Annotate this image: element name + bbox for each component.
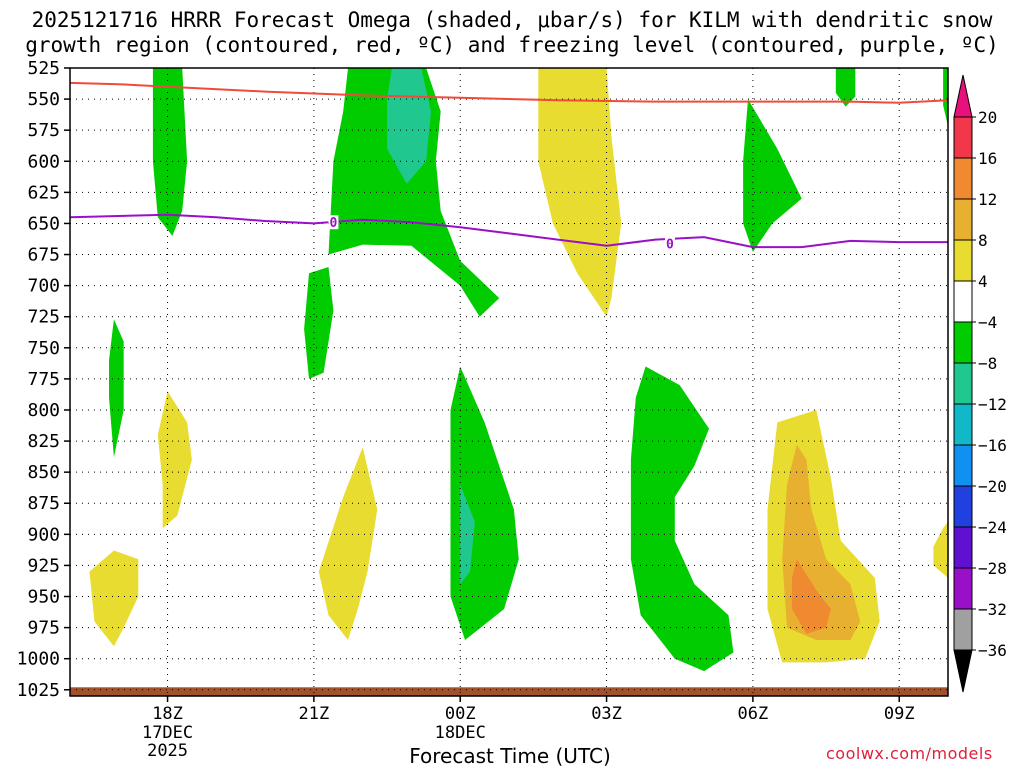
x-tick-label: 06Z <box>738 704 769 724</box>
x-tick-label: 00Z <box>445 704 476 724</box>
colorbar-swatch <box>953 239 973 282</box>
omega-region-18 <box>933 521 948 578</box>
x-tick-label: 21Z <box>299 704 330 724</box>
y-tick-label: 975 <box>27 618 60 639</box>
colorbar-swatch <box>953 526 973 569</box>
chart-title-line1: 2025121716 HRRR Forecast Omega (shaded, … <box>31 8 993 32</box>
y-tick-label: 950 <box>27 587 60 608</box>
omega-region-10 <box>943 68 948 127</box>
colorbar-label: 20 <box>978 108 997 127</box>
y-tick-label: 825 <box>27 431 60 452</box>
ground-strip <box>70 687 948 696</box>
colorbar-label: 8 <box>978 231 988 250</box>
omega-region-13 <box>89 550 139 647</box>
freezing-level-label: 0 <box>666 237 674 252</box>
y-tick-label: 750 <box>27 338 60 359</box>
chart-title-line2: growth region (contoured, red, ºC) and f… <box>25 33 999 57</box>
freezing-level-label-bg <box>328 215 339 230</box>
colorbar-swatch <box>953 485 973 528</box>
y-tick-label: 800 <box>27 400 60 421</box>
y-tick-label: 675 <box>27 245 60 266</box>
x-tick-label: 18Z <box>152 704 183 724</box>
colorbar-label: 12 <box>978 190 997 209</box>
colorbar-swatch <box>953 280 973 323</box>
colorbar-top-arrow <box>953 74 973 118</box>
x-axis-label: Forecast Time (UTC) <box>409 744 611 768</box>
omega-region-17 <box>791 559 831 634</box>
x-tick-date-label: 17DEC <box>142 723 193 743</box>
colorbar-label: −16 <box>978 436 1007 455</box>
y-tick-label: 575 <box>27 120 60 141</box>
colorbar-swatch <box>953 198 973 241</box>
y-tick-label: 875 <box>27 493 60 514</box>
y-tick-label: 775 <box>27 369 60 390</box>
omega-region-14 <box>318 447 378 640</box>
y-tick-label: 900 <box>27 524 60 545</box>
y-axis: 525 550 575 600 625 650 675 700 725 750 775 800 825 8… <box>17 58 70 701</box>
colorbar-label: −28 <box>978 559 1007 578</box>
colorbar-label: −32 <box>978 600 1007 619</box>
colorbar-swatch <box>953 157 973 200</box>
credit-text: coolwx.com/models <box>826 744 993 763</box>
colorbar: 20 16 12 8 4 −4 −8 −12 −16 −20 −24 −28 −32 −36 <box>953 74 1007 693</box>
omega-region-11 <box>538 68 622 317</box>
x-tick-label: 09Z <box>884 704 915 724</box>
y-tick-label: 725 <box>27 307 60 328</box>
omega-region-6 <box>460 484 475 585</box>
x-tick-year-label: 2025 <box>147 741 188 761</box>
colorbar-swatch <box>953 403 973 446</box>
omega-region-1 <box>328 68 500 317</box>
colorbar-label: −36 <box>978 641 1007 660</box>
colorbar-swatch <box>953 608 973 651</box>
omega-region-8 <box>743 99 802 252</box>
plot-frame <box>69 67 949 697</box>
omega-region-12 <box>157 391 192 529</box>
omega-region-9 <box>835 68 856 107</box>
colorbar-bottom-arrow <box>953 649 973 693</box>
colorbar-swatch <box>953 362 973 405</box>
y-tick-label: 650 <box>27 213 60 234</box>
omega-shading <box>89 68 948 672</box>
y-tick-label: 525 <box>27 58 60 79</box>
y-tick-label: 1025 <box>17 680 60 701</box>
dgz-contour-line <box>69 81 949 104</box>
x-tick-date-label: 18DEC <box>435 723 486 743</box>
omega-region-7 <box>630 366 734 672</box>
grid-lines <box>70 67 948 696</box>
y-tick-label: 700 <box>27 276 60 297</box>
omega-region-4 <box>109 319 124 458</box>
y-tick-label: 850 <box>27 462 60 483</box>
y-tick-label: 550 <box>27 89 60 110</box>
colorbar-swatch <box>953 321 973 364</box>
colorbar-label: −4 <box>978 313 997 332</box>
omega-region-0 <box>152 68 188 236</box>
omega-region-3 <box>304 267 334 379</box>
y-tick-label: 625 <box>27 182 60 203</box>
freezing-level-label-bg <box>664 236 675 251</box>
freezing-level-labels: 00 <box>328 215 675 252</box>
colorbar-label: −8 <box>978 354 997 373</box>
colorbar-label: 4 <box>978 272 988 291</box>
colorbar-label: −12 <box>978 395 1007 414</box>
colorbar-swatch <box>953 567 973 610</box>
colorbar-label: −20 <box>978 477 1007 496</box>
freezing-level-label: 0 <box>329 216 337 231</box>
y-tick-label: 925 <box>27 555 60 576</box>
colorbar-swatch <box>953 116 973 159</box>
freezing-level-line <box>69 213 948 249</box>
colorbar-label: −24 <box>978 518 1007 537</box>
x-tick-label: 03Z <box>591 704 622 724</box>
y-tick-label: 1000 <box>17 649 60 670</box>
colorbar-swatch <box>953 444 973 487</box>
y-tick-label: 600 <box>27 151 60 172</box>
colorbar-label: 16 <box>978 149 997 168</box>
